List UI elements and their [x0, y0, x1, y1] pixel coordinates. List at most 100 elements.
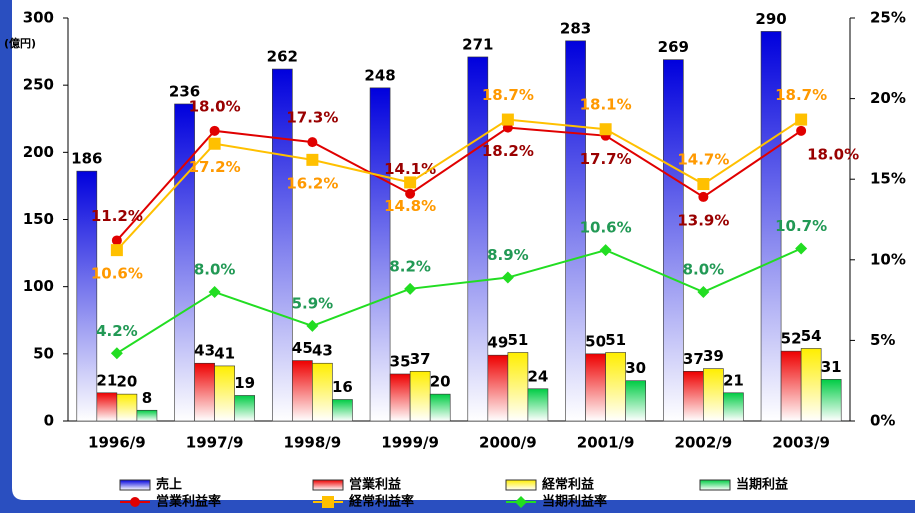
line-value-label: 8.9% [487, 246, 529, 264]
line-value-label: 8.0% [683, 261, 725, 279]
bar [625, 380, 647, 422]
bar-value-label: 248 [364, 66, 395, 84]
legend-label: 当期利益率 [542, 494, 607, 510]
x-tick-label: 2000/9 [479, 434, 537, 452]
bar [703, 368, 724, 422]
y-tick-label: 150 [23, 210, 54, 228]
y-tick-label: 100 [23, 277, 54, 295]
legend-swatch [119, 479, 151, 491]
bar-value-label: 19 [234, 374, 255, 392]
bar-value-label: 30 [625, 359, 646, 377]
line-value-label: 14.8% [384, 197, 436, 215]
legend-label: 経常利益 [542, 477, 594, 493]
marker [501, 113, 514, 126]
marker [796, 125, 807, 136]
x-tick-label: 1999/9 [381, 434, 439, 452]
bar [605, 352, 626, 422]
line-value-label: 18.7% [775, 86, 827, 104]
line-value-label: 16.2% [286, 174, 338, 192]
marker [110, 244, 123, 257]
line [116, 247, 802, 355]
marker [697, 286, 710, 299]
legend-label: 当期利益 [736, 477, 788, 493]
bar [409, 370, 431, 422]
bar [369, 87, 391, 422]
line [116, 118, 802, 251]
bar-value-label: 21 [723, 371, 744, 389]
bar [662, 59, 684, 422]
bar-value-label: 43 [194, 342, 215, 360]
marker [599, 123, 612, 136]
bar-value-label: 283 [560, 19, 591, 37]
line-value-label: 10.6% [580, 219, 632, 237]
y-tick-label: 0 [44, 412, 54, 430]
bar-value-label: 271 [462, 35, 493, 53]
marker [404, 282, 417, 295]
bar [760, 31, 782, 422]
legend-marker [322, 496, 334, 508]
line-value-label: 14.1% [384, 160, 436, 178]
bar-value-label: 43 [312, 342, 333, 360]
bar-value-label: 21 [96, 371, 117, 389]
marker [110, 347, 123, 360]
legend-swatch [699, 479, 731, 491]
line-value-label: 17.2% [189, 158, 241, 176]
y2-tick-label: 10% [870, 250, 906, 268]
line-value-label: 14.7% [677, 151, 729, 169]
x-tick-label: 2001/9 [577, 434, 635, 452]
bar [194, 362, 215, 422]
bar [136, 409, 158, 422]
line-value-label: 18.1% [580, 96, 632, 114]
bar [429, 393, 451, 422]
bar [214, 365, 235, 422]
marker [697, 178, 710, 191]
bar-value-label: 290 [755, 10, 786, 28]
bar-value-label: 269 [658, 38, 689, 56]
x-tick-label: 1997/9 [186, 434, 244, 452]
bar-value-label: 45 [292, 339, 313, 357]
bar-value-label: 50 [585, 332, 606, 350]
bar-value-label: 51 [507, 331, 528, 349]
bar-value-label: 31 [821, 358, 842, 376]
bar-value-label: 16 [332, 378, 353, 396]
legend-label: 営業利益率 [156, 494, 221, 510]
bar [312, 362, 333, 422]
line-value-label: 17.7% [580, 150, 632, 168]
legend-label: 営業利益 [349, 477, 401, 493]
x-tick-label: 2003/9 [772, 434, 830, 452]
bar-value-label: 20 [430, 373, 451, 391]
line-value-label: 5.9% [292, 294, 334, 312]
line-value-label: 18.7% [482, 86, 534, 104]
legend-swatch [505, 479, 537, 491]
line-value-label: 18.2% [482, 142, 534, 160]
bar-value-label: 37 [683, 350, 704, 368]
bar [723, 392, 744, 422]
y-tick-label: 250 [23, 76, 54, 94]
marker [405, 188, 416, 199]
marker [306, 319, 319, 332]
legend-label: 経常利益率 [349, 494, 414, 510]
marker [209, 125, 220, 136]
bar [292, 360, 313, 422]
bar [467, 56, 489, 422]
marker [795, 113, 808, 126]
y-tick-label: 200 [23, 143, 54, 161]
marker [795, 242, 808, 255]
legend-marker [130, 497, 140, 507]
y2-tick-label: 25% [870, 9, 906, 27]
bar [76, 170, 98, 422]
line-value-label: 17.3% [286, 109, 338, 127]
bar-value-label: 186 [71, 150, 102, 168]
line-value-label: 8.0% [194, 261, 236, 279]
bar [527, 388, 549, 422]
bar-value-label: 8 [142, 389, 152, 407]
x-tick-label: 1998/9 [284, 434, 342, 452]
line-value-label: 10.7% [775, 217, 827, 235]
bar-value-label: 49 [487, 334, 508, 352]
bar-value-label: 37 [410, 350, 431, 368]
bar [800, 348, 822, 422]
bar [96, 392, 118, 422]
bar-value-label: 54 [801, 327, 822, 345]
